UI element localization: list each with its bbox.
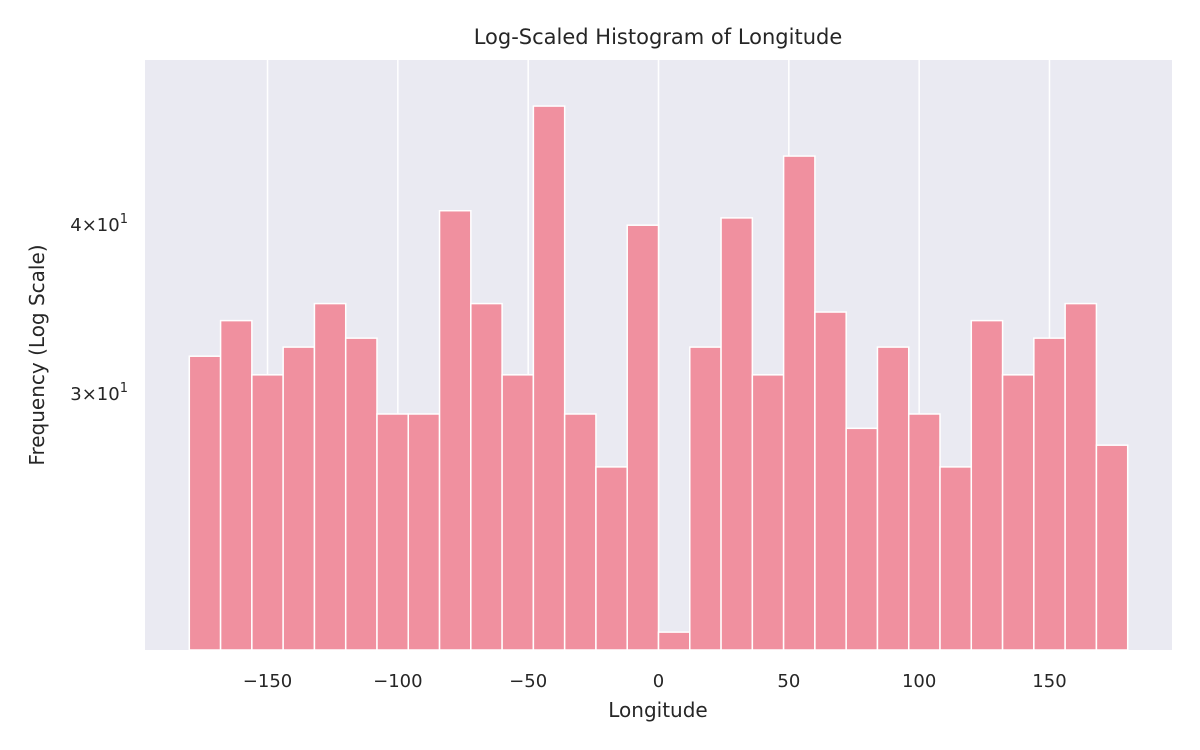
x-tick-label: 150 [1032,671,1066,692]
histogram-bar [188,355,222,651]
histogram-bar [814,311,847,651]
histogram-bar [282,346,316,651]
x-tick-labels: −150 −100 −50 0 50 100 150 [243,671,1067,692]
histogram-bar [1001,374,1035,651]
histogram-bar [657,631,691,651]
histogram-bar [751,374,785,651]
histogram-bar [720,217,754,651]
histogram-bar [344,337,378,651]
histogram-bar [845,427,879,651]
x-tick-label: 100 [902,671,936,692]
histogram-bar [563,413,597,651]
histogram-bar [438,209,472,651]
histogram-bar [313,302,347,651]
histogram-bar [376,413,410,651]
histogram-bar [876,346,910,651]
histogram-bar [970,319,1004,651]
histogram-bar [782,155,816,651]
histogram-bar [219,319,253,651]
x-tick-label: −100 [373,671,422,692]
x-tick-label: −150 [243,671,292,692]
x-tick-label: 50 [777,671,800,692]
histogram-bar [595,466,628,651]
histogram-bar [532,105,566,651]
x-axis-label: Longitude [608,698,707,722]
y-tick-labels: 3×101 4×101 [70,212,128,405]
x-tick-label: 0 [653,671,664,692]
histogram-bar [689,346,722,651]
chart-title: Log-Scaled Histogram of Longitude [474,25,843,49]
histogram-bar [1095,444,1129,651]
histogram-bar [501,374,535,651]
histogram-bar [407,413,441,651]
histogram-bar [626,224,660,651]
y-tick-label: 4×101 [70,212,128,236]
histogram-bars [188,105,1129,651]
x-tick-label: −50 [509,671,547,692]
histogram-bar [1064,302,1098,651]
histogram-bar [251,374,284,651]
histogram-bar [939,466,973,651]
histogram-bar [907,413,941,651]
y-axis-label: Frequency (Log Scale) [25,244,49,465]
y-tick-label: 3×101 [70,381,128,405]
histogram-bar [1033,337,1066,651]
histogram-bar [470,302,503,651]
